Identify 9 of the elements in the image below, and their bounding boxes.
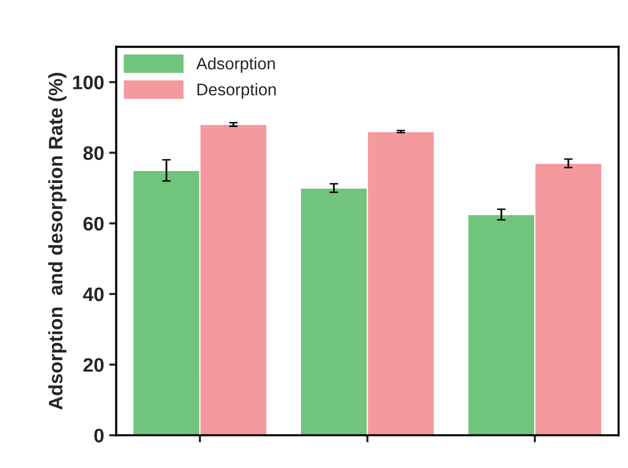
legend-label: Adsorption: [196, 57, 275, 73]
y-tick-label: 60: [83, 216, 104, 231]
y-tick-label: 100: [73, 76, 104, 90]
y-axis-title: Adsorption and desorption Rate (%): [48, 72, 66, 410]
y-tick-label: 80: [83, 146, 104, 160]
legend-label: Desorption: [198, 83, 276, 99]
y-tick-label: 40: [83, 287, 104, 302]
y-tick-label: 0: [94, 428, 104, 442]
y-tick-label: 20: [83, 358, 104, 372]
